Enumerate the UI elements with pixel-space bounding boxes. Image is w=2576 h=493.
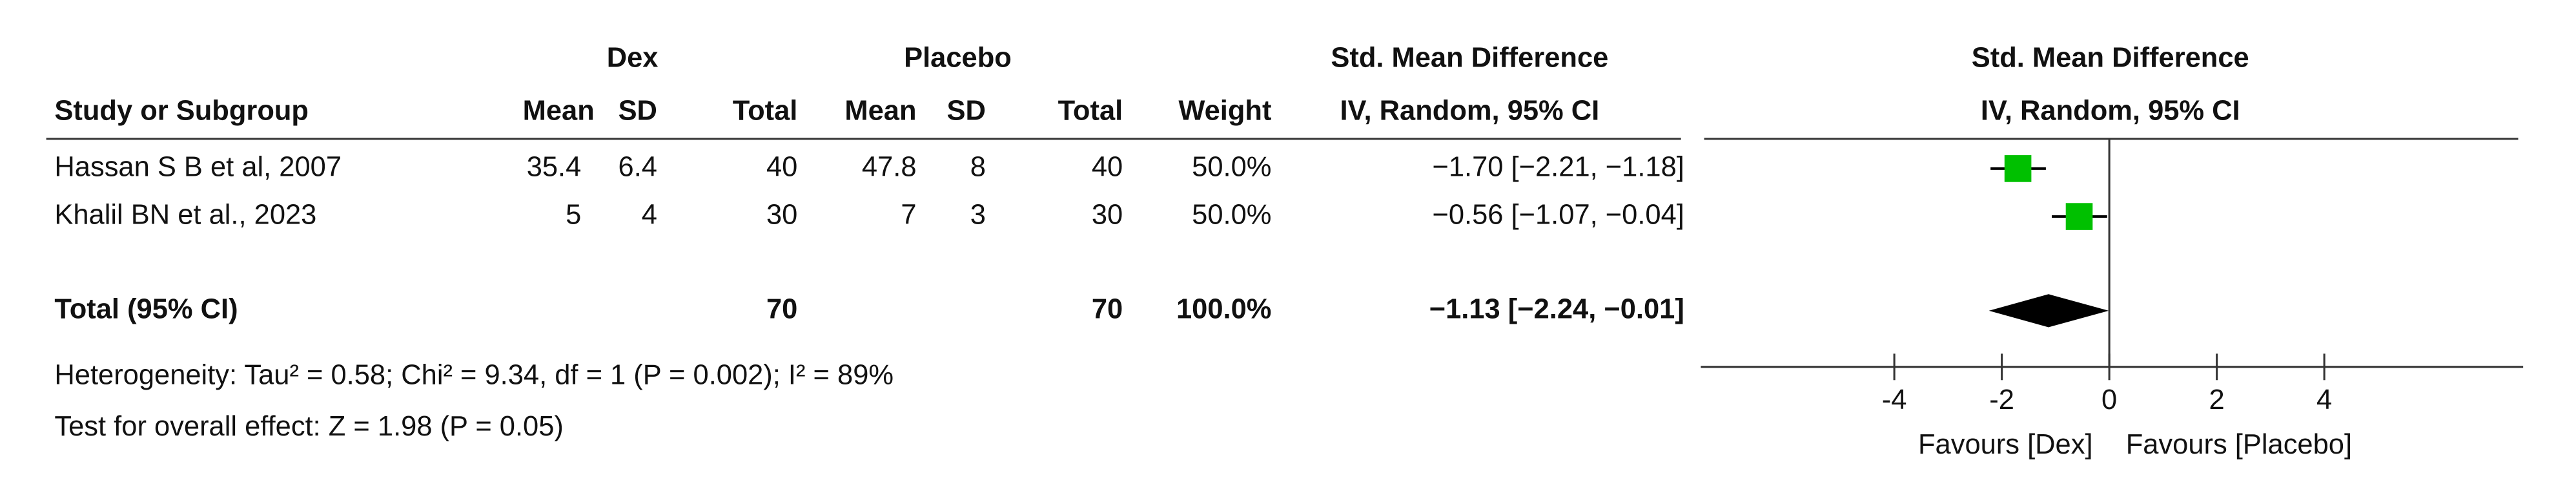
favours-right: Favours [Placebo]	[2126, 429, 2352, 460]
plot-header: Std. Mean Difference	[1972, 43, 2249, 74]
x-tick-label: -2	[1989, 384, 2014, 415]
ci-label: −1.70 [−2.21, −1.18]	[1432, 151, 1684, 182]
weight: 50.0%	[1192, 200, 1271, 231]
point-estimate	[2065, 203, 2093, 230]
cell: 6.4	[618, 151, 657, 182]
overall-effect: Test for overall effect: Z = 1.98 (P = 0…	[54, 411, 563, 442]
group-header: Placebo	[904, 43, 1012, 74]
cell: 5	[566, 200, 581, 231]
cell: 3	[970, 200, 986, 231]
cell: 7	[901, 200, 916, 231]
cell: 8	[970, 151, 986, 182]
column-header: SD	[618, 95, 657, 126]
study-name: Khalil BN et al., 2023	[54, 200, 316, 231]
ci-label: −1.13 [−2.24, −0.01]	[1429, 293, 1684, 324]
column-header: Study or Subgroup	[54, 95, 309, 126]
cell: 40	[766, 151, 797, 182]
favours-left: Favours [Dex]	[1918, 429, 2093, 460]
x-tick-label: 0	[2101, 384, 2117, 415]
column-header: Total	[1058, 95, 1123, 126]
total-name: Total (95% CI)	[54, 293, 238, 324]
column-header: Mean	[523, 95, 595, 126]
group-header: Std. Mean Difference	[1331, 43, 1608, 74]
cell: 47.8	[862, 151, 917, 182]
cell: 70	[1092, 293, 1123, 324]
cell: 4	[642, 200, 657, 231]
column-header: Total	[733, 95, 798, 126]
x-tick-label: 2	[2209, 384, 2225, 415]
cell: 30	[766, 200, 797, 231]
x-tick-label: -4	[1882, 384, 1907, 415]
summary-diamond	[1988, 294, 2109, 328]
weight: 50.0%	[1192, 151, 1271, 182]
column-header: Mean	[844, 95, 916, 126]
cell: 35.4	[527, 151, 582, 182]
weight: 100.0%	[1176, 293, 1271, 324]
point-estimate	[2004, 155, 2032, 182]
column-header: SD	[947, 95, 986, 126]
cell: 30	[1092, 200, 1123, 231]
x-tick-label: 4	[2316, 384, 2332, 415]
ci-label: −0.56 [−1.07, −0.04]	[1432, 200, 1684, 231]
group-header: Dex	[607, 43, 659, 74]
cell: 40	[1092, 151, 1123, 182]
heterogeneity: Heterogeneity: Tau² = 0.58; Chi² = 9.34,…	[54, 360, 894, 391]
cell: 70	[766, 293, 797, 324]
plot-subheader: IV, Random, 95% CI	[1981, 95, 2240, 126]
column-header: IV, Random, 95% CI	[1340, 95, 1599, 126]
study-name: Hassan S B et al, 2007	[54, 151, 342, 182]
column-header: Weight	[1178, 95, 1271, 126]
